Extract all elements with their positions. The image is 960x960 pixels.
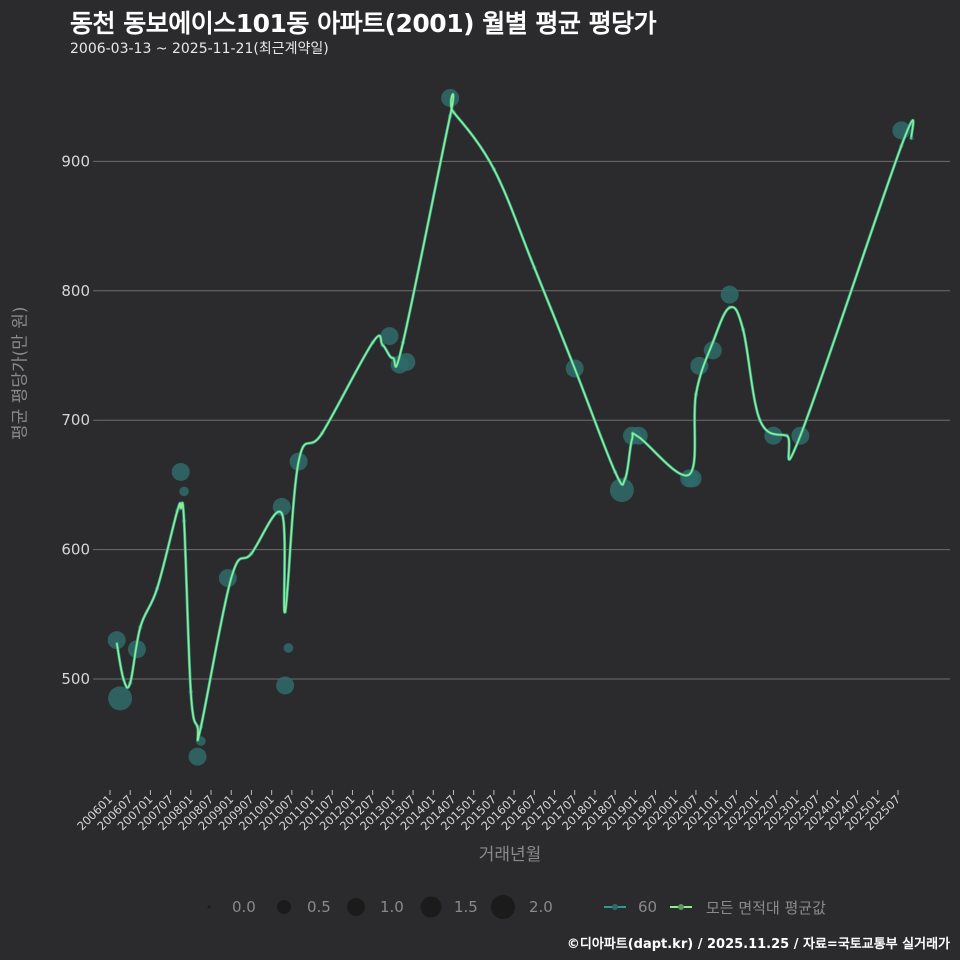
legend-size-0: 0.0 bbox=[200, 894, 256, 920]
legend-size-label: 0.0 bbox=[232, 898, 256, 916]
source-caption: ©디아파트(dapt.kr) / 2025.11.25 / 자료=국토교통부 실… bbox=[566, 937, 950, 952]
legend-size-1: 1.0 bbox=[344, 894, 404, 920]
line-series-average bbox=[115, 93, 915, 742]
chart-title: 동천 동보에이스101동 아파트(2001) 월별 평균 평당가 bbox=[70, 9, 657, 38]
legend-label-average: 모든 면적대 평균값 bbox=[706, 898, 826, 917]
legend-size-15: 1.5 bbox=[418, 894, 478, 920]
y-tick-label: 500 bbox=[61, 670, 90, 688]
size-circle-icon bbox=[347, 898, 365, 916]
y-tick-label: 800 bbox=[61, 282, 90, 300]
chart-subtitle: 2006-03-13 ~ 2025-11-21(최근계약일) bbox=[70, 41, 329, 57]
data-point bbox=[609, 478, 634, 503]
line-swatch-icon bbox=[670, 904, 692, 910]
y-tick-label: 900 bbox=[61, 152, 90, 170]
data-point bbox=[179, 486, 189, 497]
line-series-60 bbox=[115, 92, 915, 742]
legend-size-2: 2.0 bbox=[489, 894, 553, 920]
data-point bbox=[397, 352, 416, 371]
data-points-60 bbox=[107, 88, 914, 766]
data-point bbox=[283, 643, 294, 653]
x-axis-ticks: 2006012006072007012007072008012008072009… bbox=[74, 790, 903, 833]
legend-size-label: 1.5 bbox=[454, 898, 478, 916]
data-point bbox=[720, 285, 739, 304]
legend-label-60: 60 bbox=[638, 898, 658, 916]
size-circle-icon bbox=[207, 905, 211, 909]
data-point bbox=[107, 631, 126, 650]
legend-size-label: 2.0 bbox=[529, 898, 553, 916]
size-circle-icon bbox=[277, 900, 291, 914]
data-point bbox=[276, 676, 295, 695]
legend: 0.0 0.5 1.0 1.5 2.0 60 모든 면적대 평균값 bbox=[0, 894, 960, 920]
x-axis-label: 거래년월 bbox=[478, 845, 542, 865]
legend-series-60: 60 bbox=[602, 894, 657, 920]
y-axis-label: 평균 평당가(만 원) bbox=[10, 306, 31, 440]
y-tick-label: 700 bbox=[61, 411, 90, 429]
size-circle-icon bbox=[491, 895, 515, 919]
legend-series-average: 모든 면적대 평균값 bbox=[668, 894, 826, 920]
size-circle-icon bbox=[420, 896, 442, 918]
data-point bbox=[188, 747, 207, 766]
legend-size-05: 0.5 bbox=[273, 894, 331, 920]
data-point bbox=[380, 327, 399, 346]
data-point bbox=[108, 686, 133, 711]
legend-size-label: 1.0 bbox=[380, 898, 404, 916]
y-axis-ticks: 500 600 700 800 900 bbox=[61, 152, 98, 688]
data-point bbox=[171, 462, 190, 481]
grid-lines bbox=[98, 160, 950, 680]
line-swatch-icon bbox=[604, 904, 626, 910]
legend-size-label: 0.5 bbox=[307, 898, 331, 916]
y-tick-label: 600 bbox=[61, 541, 90, 559]
